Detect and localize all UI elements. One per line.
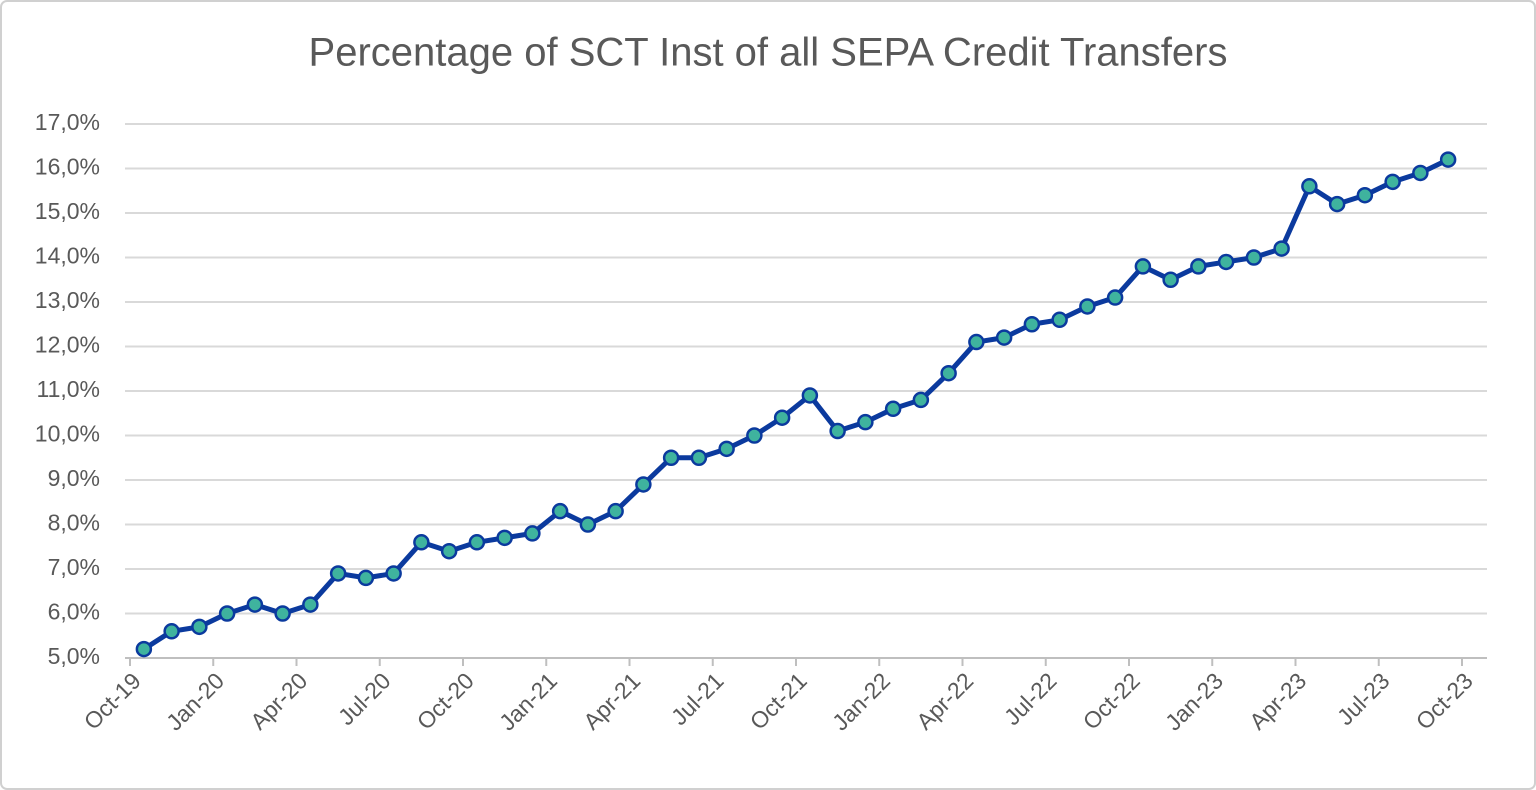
point xyxy=(440,542,458,560)
point xyxy=(1439,151,1457,168)
y-tick-label: 11,0% xyxy=(36,376,100,402)
point xyxy=(1412,164,1429,182)
point xyxy=(1051,311,1068,329)
y-tick-label: 12,0% xyxy=(35,332,100,358)
y-tick-label: 8,0% xyxy=(48,510,100,536)
point xyxy=(468,534,486,551)
y-tick-label: 5,0% xyxy=(48,643,100,669)
point xyxy=(1356,186,1374,204)
point xyxy=(912,391,930,409)
point xyxy=(635,476,652,493)
y-tick-label: 7,0% xyxy=(48,554,100,580)
point xyxy=(246,596,264,613)
y-tick-label: 17,0% xyxy=(35,109,100,135)
point xyxy=(662,449,680,466)
y-tick-label: 13,0% xyxy=(35,287,100,313)
point xyxy=(1217,253,1235,271)
y-tick-label: 10,0% xyxy=(35,421,100,447)
chart-title: Percentage of SCT Inst of all SEPA Credi… xyxy=(309,31,1228,75)
point xyxy=(690,449,708,466)
point xyxy=(524,525,541,542)
point xyxy=(773,409,791,426)
point xyxy=(995,329,1013,346)
y-tick-label: 6,0% xyxy=(48,599,100,625)
point xyxy=(1328,195,1346,213)
point xyxy=(413,534,430,551)
point xyxy=(191,618,208,636)
point xyxy=(302,596,319,613)
point xyxy=(746,427,763,444)
point xyxy=(1273,240,1290,257)
point xyxy=(968,333,985,351)
y-tick-label: 9,0% xyxy=(48,465,100,491)
point xyxy=(218,605,236,622)
point xyxy=(135,640,153,658)
point xyxy=(385,565,402,582)
point xyxy=(1134,258,1152,275)
y-tick-label: 14,0% xyxy=(35,243,100,269)
point xyxy=(940,364,957,382)
point xyxy=(163,623,180,640)
point xyxy=(857,413,874,431)
point xyxy=(579,516,597,533)
point xyxy=(274,605,291,622)
point xyxy=(1106,289,1124,306)
point xyxy=(1023,316,1041,333)
y-tick-label: 16,0% xyxy=(35,154,100,180)
point xyxy=(329,565,347,582)
point xyxy=(357,569,375,587)
point xyxy=(607,502,624,520)
point xyxy=(1162,271,1179,288)
point xyxy=(1079,298,1096,315)
point xyxy=(1384,173,1401,191)
point xyxy=(801,387,819,404)
y-tick-label: 15,0% xyxy=(35,198,100,224)
point xyxy=(1245,249,1263,266)
point xyxy=(551,502,569,520)
point xyxy=(496,529,513,547)
point xyxy=(829,422,846,440)
point xyxy=(718,440,735,458)
point xyxy=(1301,178,1318,195)
point xyxy=(884,400,902,418)
point xyxy=(1190,258,1207,275)
